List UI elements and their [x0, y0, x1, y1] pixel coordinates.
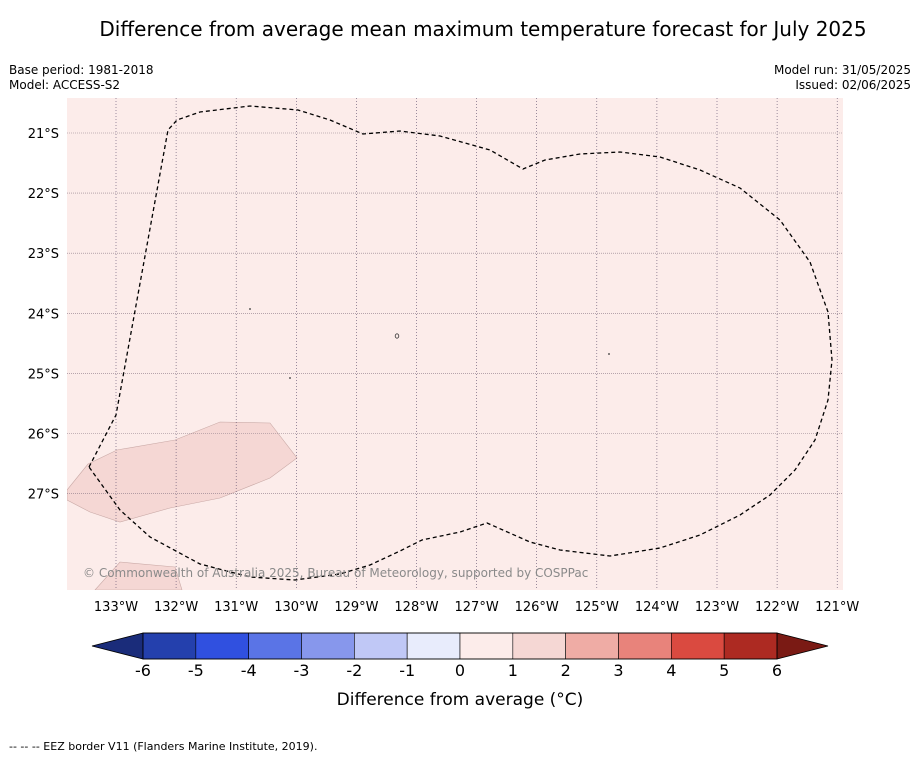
colorbar-segment — [618, 632, 672, 660]
lat-label: 22°S — [28, 187, 59, 202]
lon-label: 122°W — [755, 600, 799, 615]
latitude-labels: 21°S 22°S 23°S 24°S 25°S 26°S 27°S — [28, 127, 59, 503]
island-4 — [608, 353, 610, 355]
lon-label: 130°W — [274, 600, 318, 615]
colorbar-segment — [301, 632, 355, 660]
colorbar-segment — [565, 632, 619, 660]
colorbar-tick-label: -2 — [346, 661, 362, 680]
anomaly-region-1-to-2 — [67, 421, 298, 523]
colorbar-segment — [195, 632, 249, 660]
lon-label: 133°W — [94, 600, 138, 615]
lon-label: 124°W — [635, 600, 679, 615]
lat-label: 24°S — [28, 307, 59, 322]
header-right: Model run: 31/05/2025 Issued: 02/06/2025 — [774, 63, 911, 93]
eez-border — [88, 105, 833, 581]
model-name: Model: ACCESS-S2 — [9, 78, 121, 92]
colorbar-segment — [354, 632, 408, 660]
map-gridlines — [67, 98, 843, 590]
colorbar-tick-label: 6 — [772, 661, 782, 680]
header-left: Base period: 1981-2018 Model: ACCESS-S2 — [9, 63, 154, 93]
colorbar-segment — [512, 632, 566, 660]
base-period: Base period: 1981-2018 — [9, 63, 154, 77]
colorbar-segment — [671, 632, 725, 660]
colorbar-tick-label: 3 — [613, 661, 623, 680]
island-3 — [289, 377, 291, 379]
colorbar-segments — [142, 632, 778, 660]
eez-legend-note: -- -- -- EEZ border V11 (Flanders Marine… — [9, 740, 318, 753]
colorbar-tick-label: 5 — [719, 661, 729, 680]
lon-label: 128°W — [394, 600, 438, 615]
lon-label: 131°W — [214, 600, 258, 615]
copyright-text: © Commonwealth of Australia 2025, Bureau… — [83, 566, 588, 580]
lon-label: 125°W — [575, 600, 619, 615]
lon-label: 129°W — [334, 600, 378, 615]
colorbar-tick-label: -3 — [294, 661, 310, 680]
lon-label: 132°W — [154, 600, 198, 615]
colorbar-tick-labels: -6 -5 -4 -3 -2 -1 0 1 2 3 4 5 6 — [135, 661, 782, 680]
colorbar: -6 -5 -4 -3 -2 -1 0 1 2 3 4 5 6 — [91, 632, 829, 680]
colorbar-segment — [248, 632, 302, 660]
model-run: Model run: 31/05/2025 — [773, 63, 911, 77]
colorbar-tick-label: -5 — [188, 661, 204, 680]
issued-date: Issued: 02/06/2025 — [795, 78, 911, 92]
longitude-labels: 133°W 132°W 131°W 130°W 129°W 128°W 127°W 126°W… — [94, 600, 860, 615]
colorbar-tick-label: -6 — [135, 661, 151, 680]
colorbar-over-extend — [776, 632, 829, 660]
lon-label: 123°W — [695, 600, 739, 615]
colorbar-tick-label: 0 — [455, 661, 465, 680]
colorbar-tick-label: -1 — [399, 661, 415, 680]
colorbar-tick-label: -4 — [241, 661, 257, 680]
lat-label: 25°S — [28, 367, 59, 382]
lat-label: 23°S — [28, 247, 59, 262]
island-2 — [394, 333, 400, 339]
colorbar-tick-label: 1 — [508, 661, 518, 680]
colorbar-tick-label: 4 — [666, 661, 676, 680]
colorbar-segment — [142, 632, 197, 660]
colorbar-segment — [459, 632, 514, 660]
colorbar-label: Difference from average (°C) — [337, 690, 584, 710]
anomaly-region-1-to-2-south — [94, 561, 183, 590]
colorbar-outline — [142, 632, 778, 660]
map-background — [67, 98, 843, 590]
colorbar-under-extend — [91, 632, 144, 660]
island-1 — [249, 308, 251, 310]
colorbar-tick-label: 2 — [561, 661, 571, 680]
islands — [249, 308, 610, 379]
page-title: Difference from average mean maximum tem… — [99, 17, 867, 41]
lat-label: 26°S — [28, 428, 59, 443]
colorbar-segment — [406, 632, 461, 660]
map-panel: © Commonwealth of Australia 2025, Bureau… — [67, 98, 843, 590]
lon-label: 121°W — [815, 600, 859, 615]
colorbar-segment — [723, 632, 778, 660]
lat-label: 27°S — [28, 488, 59, 503]
lat-label: 21°S — [28, 127, 59, 142]
lon-label: 126°W — [515, 600, 559, 615]
lon-label: 127°W — [455, 600, 499, 615]
